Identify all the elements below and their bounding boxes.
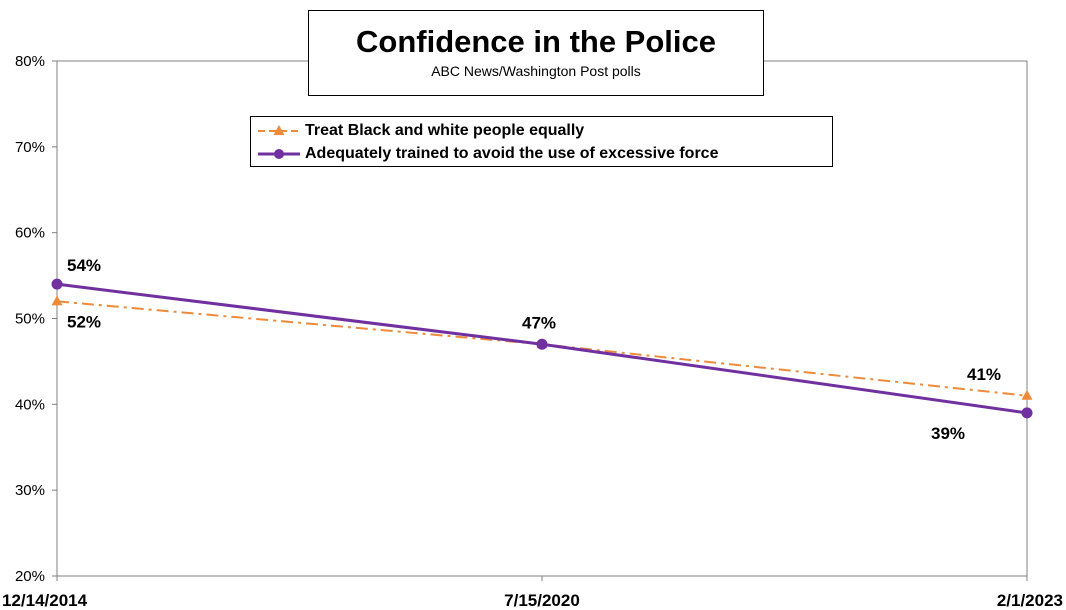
legend-item-treat-equally: Treat Black and white people equally [257,120,584,142]
data-point-circle [536,338,548,350]
y-tick-label: 30% [15,482,45,499]
chart-title-box: Confidence in the Police ABC News/Washin… [308,10,764,96]
y-tick-label: 80% [15,53,45,70]
x-tick-label: 2/1/2023 [997,591,1063,610]
y-tick-label: 20% [15,568,45,585]
legend-swatch-circle [258,149,300,159]
chart-title: Confidence in the Police [356,24,716,59]
data-point-triangle [1021,389,1033,400]
legend-label: Adequately trained to avoid the use of e… [305,145,719,162]
data-label: 39% [931,424,965,443]
data-point-circle [51,278,63,290]
y-tick-label: 40% [15,396,45,413]
data-point-circle [1021,407,1033,419]
y-tick-label: 60% [15,225,45,242]
legend-label: Treat Black and white people equally [305,122,585,139]
y-tick-label: 70% [15,139,45,156]
data-label: 52% [67,312,101,331]
data-label: 41% [967,365,1001,384]
data-label-layer: 52% 41% 54% 47% 39% [67,256,1001,443]
data-label: 47% [522,313,556,332]
x-tick-label: 12/14/2014 [2,591,88,610]
legend-swatch-triangle [258,125,300,135]
series-layer [51,278,1033,419]
chart-subtitle: ABC News/Washington Post polls [431,63,641,79]
y-tick-label: 50% [15,311,45,328]
data-label: 54% [67,256,101,275]
data-point-triangle [51,295,63,306]
axes: 20% 30% 40% 50% 60% 70% 80% 12/14/2014 7/15/2020… [2,53,1063,610]
legend-item-adequately-trained: Adequately trained to avoid the use of e… [257,143,718,165]
x-tick-label: 7/15/2020 [504,591,580,610]
legend: Treat Black and white people equally Ade… [250,116,833,167]
